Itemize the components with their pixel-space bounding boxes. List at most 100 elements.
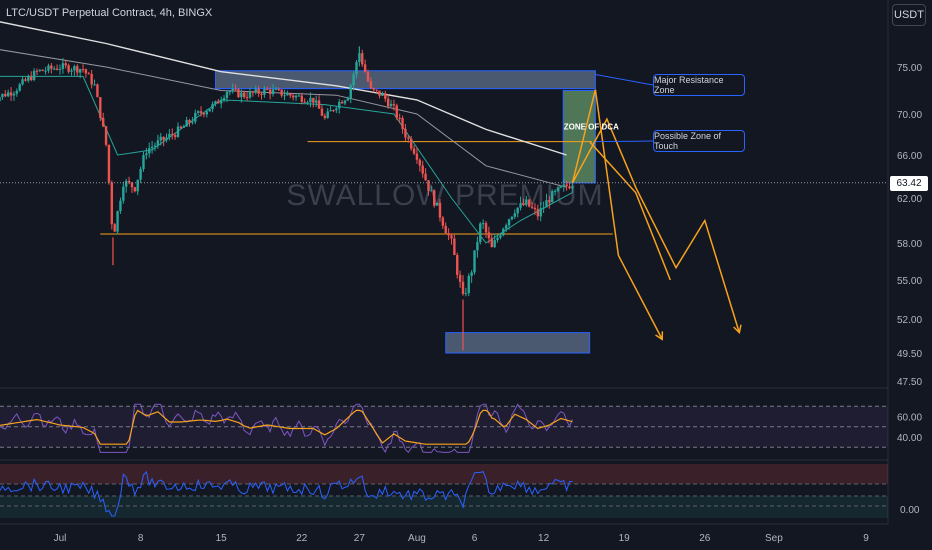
candle (268, 89, 272, 95)
candle (407, 137, 410, 139)
candle (254, 88, 257, 93)
time-tick: 6 (472, 533, 478, 544)
candle (4, 93, 7, 97)
candle (378, 90, 381, 96)
osc-upper-band (0, 464, 888, 484)
candle (243, 92, 246, 98)
candle (234, 88, 237, 90)
price-tick: 55.00 (897, 276, 922, 287)
candle (130, 182, 134, 188)
osc-lower-band (0, 496, 888, 518)
candle (289, 93, 292, 96)
candle (435, 202, 439, 206)
candle (326, 111, 329, 118)
candle (199, 111, 203, 114)
candle (113, 224, 116, 232)
candle (381, 93, 384, 96)
candle (222, 98, 226, 101)
ma-mid-line (0, 49, 567, 188)
candle (453, 238, 456, 256)
candle (516, 207, 519, 214)
candle (467, 275, 470, 294)
major-resistance-callout: Major Resistance Zone (653, 74, 745, 96)
candle (145, 153, 148, 156)
candle (338, 101, 341, 109)
candle (398, 117, 401, 119)
candle (363, 64, 367, 73)
candle (369, 81, 373, 89)
candle (343, 100, 347, 104)
candle (470, 272, 473, 276)
candle (237, 89, 240, 98)
candle (133, 187, 137, 192)
candle (32, 70, 36, 80)
candle (375, 89, 378, 91)
candle (277, 89, 280, 91)
candle (260, 93, 263, 95)
candle (346, 98, 350, 101)
candle (251, 91, 255, 93)
candle (504, 225, 508, 229)
candle (21, 79, 24, 85)
candle (320, 108, 324, 116)
candle (484, 223, 488, 233)
candle (430, 190, 433, 192)
time-tick: 26 (699, 533, 711, 544)
candle (568, 186, 571, 189)
candle (171, 133, 174, 136)
candle (548, 200, 551, 203)
candle (44, 70, 47, 72)
candle (225, 91, 229, 99)
candle (173, 135, 177, 137)
candle (208, 109, 211, 112)
candle (125, 180, 128, 187)
candle (70, 70, 73, 72)
candle (565, 184, 568, 187)
price-tick: 52.00 (897, 315, 922, 326)
candle (142, 155, 145, 170)
candle (165, 137, 168, 141)
candle (159, 136, 162, 141)
projection-arrowhead (733, 324, 742, 335)
rsi-ma-line (0, 409, 573, 445)
candle (139, 169, 142, 180)
candle (401, 117, 404, 129)
candle (536, 209, 540, 217)
candle (542, 207, 545, 209)
candle (12, 93, 16, 96)
oscillator-line (0, 470, 573, 517)
price-tick: 62.00 (897, 194, 922, 205)
candle (220, 100, 223, 104)
candle (27, 76, 30, 81)
candle (9, 92, 13, 96)
projection-path-2 (571, 117, 741, 333)
callout-connector (595, 140, 654, 143)
candle (519, 202, 522, 208)
candle (53, 68, 56, 70)
candle (418, 159, 422, 166)
candle (559, 186, 563, 188)
time-tick: 27 (354, 533, 366, 544)
candle (110, 182, 114, 225)
candle (81, 69, 85, 71)
currency-button[interactable]: USDT (892, 4, 926, 26)
candle (0, 97, 1, 102)
candle (490, 238, 493, 248)
rsi-line (0, 403, 573, 454)
candle (78, 69, 82, 73)
candle (228, 91, 232, 93)
candle (263, 89, 266, 95)
candle (6, 92, 10, 97)
time-tick: Aug (408, 533, 426, 544)
time-tick: 9 (863, 533, 869, 544)
candle (525, 199, 528, 206)
candle (545, 200, 548, 208)
projection-arrowhead (655, 331, 664, 341)
candle (300, 95, 303, 102)
candle (458, 274, 462, 282)
time-tick: 8 (138, 533, 144, 544)
candle (185, 120, 188, 127)
candle (90, 73, 93, 85)
candle (257, 88, 260, 94)
